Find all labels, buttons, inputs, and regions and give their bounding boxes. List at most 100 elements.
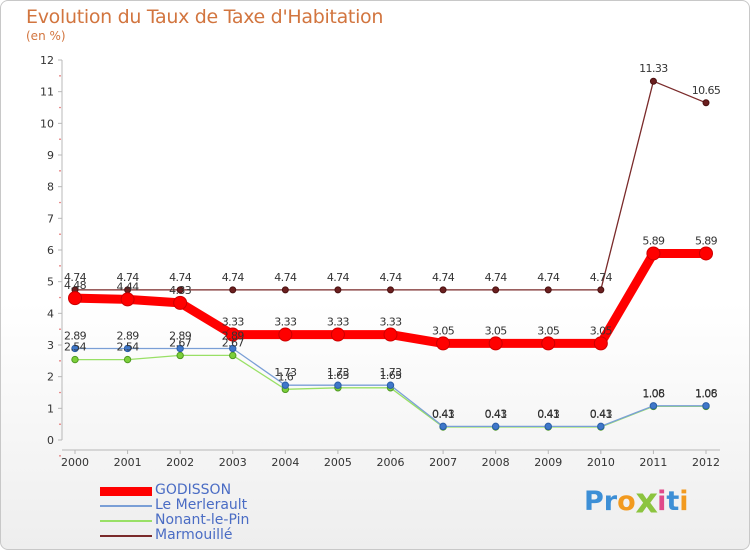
data-label: 1.65: [327, 369, 350, 382]
data-label: 4.74: [537, 271, 560, 284]
data-point: [488, 336, 503, 351]
data-label: 2.67: [169, 336, 192, 349]
data-label: 3.05: [537, 324, 560, 337]
brand-letter: r: [603, 486, 618, 517]
data-point: [593, 336, 608, 351]
y-minor-tick: [59, 296, 61, 299]
x-tick-label: 2003: [219, 456, 247, 469]
data-label: 2.67: [222, 336, 245, 349]
data-label: 2.54: [64, 341, 87, 354]
data-label: 3.05: [590, 324, 613, 337]
data-label: 4.33: [169, 284, 192, 297]
chart-legend: GODISSON Le Merlerault Nonant-le-Pin Marmou…: [100, 482, 320, 544]
data-label: 11.33: [639, 62, 668, 75]
data-point: [176, 344, 184, 353]
brand-letter: x: [635, 481, 658, 522]
data-point: [176, 286, 184, 294]
data-point: [176, 351, 184, 360]
data-label: 1.06: [642, 387, 665, 400]
data-point: [491, 422, 500, 431]
data-label: 5.89: [695, 234, 718, 247]
brand-letter: i: [679, 486, 689, 517]
legend-swatch: [100, 505, 152, 507]
chart-title: Evolution du Taux de Taxe d'Habitation: [26, 6, 384, 28]
y-minor-tick: [59, 360, 61, 362]
data-label: 2.89: [169, 329, 192, 342]
data-label: 3.05: [432, 324, 455, 337]
x-tick-label: 2007: [429, 456, 457, 469]
y-tick-label: 4: [47, 307, 54, 320]
data-label: 1.08: [695, 387, 718, 400]
data-point: [646, 246, 661, 261]
data-label: 4.74: [64, 271, 87, 284]
data-label: 1.65: [379, 369, 402, 382]
data-label: 0.43: [590, 407, 613, 420]
brand-letter: i: [657, 486, 667, 517]
data-label: 0.41: [537, 408, 559, 421]
brand-letter: t: [666, 486, 680, 517]
chart-unit: (en %): [26, 29, 66, 43]
data-label: 4.74: [327, 271, 350, 284]
data-label: 4.74: [485, 271, 508, 284]
y-minor-tick: [59, 233, 61, 235]
x-tick-label: 2008: [482, 456, 510, 469]
data-point: [71, 344, 79, 353]
x-tick-label: 2005: [324, 456, 352, 469]
data-label: 1.73: [379, 366, 402, 379]
data-point: [702, 402, 710, 410]
data-label: 1.06: [695, 387, 718, 400]
data-label: 4.74: [379, 271, 402, 284]
data-label: 4.74: [274, 271, 297, 284]
data-point: [334, 381, 342, 389]
legend-swatch: [100, 535, 152, 537]
data-point: [439, 422, 447, 431]
legend-item: Marmouillé: [100, 527, 320, 544]
data-label: 2.89: [117, 329, 140, 342]
y-minor-tick: [59, 138, 61, 140]
x-tick-label: 2012: [692, 456, 720, 469]
data-point: [702, 99, 710, 107]
data-point: [649, 402, 658, 410]
data-point: [597, 286, 605, 294]
brand-letter: o: [617, 486, 636, 517]
y-minor-tick: [59, 328, 61, 330]
legend-swatch: [100, 520, 152, 522]
legend-label: GODISSON: [155, 482, 232, 498]
data-label: 0.41: [485, 408, 507, 421]
legend-swatch: [100, 486, 152, 496]
data-point: [387, 286, 394, 294]
proxiti-logo: Proxiti: [584, 481, 689, 521]
y-tick-label: 6: [47, 244, 54, 257]
data-point: [281, 381, 290, 389]
y-minor-tick: [59, 265, 61, 267]
data-label: 1.6: [277, 370, 293, 383]
x-tick-label: 2004: [271, 456, 299, 469]
y-minor-tick: [59, 391, 61, 394]
data-label: 1.73: [327, 366, 350, 379]
legend-label: Le Merlerault: [155, 497, 248, 513]
data-point: [281, 286, 289, 294]
data-label: 4.74: [169, 271, 192, 284]
y-tick-label: 11: [40, 86, 54, 99]
y-tick-label: 10: [40, 117, 54, 130]
data-point: [649, 77, 657, 85]
data-point: [229, 344, 237, 353]
data-label: 4.74: [222, 271, 245, 284]
data-label: 4.74: [432, 271, 455, 284]
data-point: [123, 355, 132, 364]
data-label: 0.41: [590, 408, 612, 421]
data-point: [541, 336, 556, 351]
data-label: 3.33: [327, 316, 350, 329]
legend-item: GODISSON: [100, 482, 320, 499]
x-tick-label: 2009: [534, 456, 562, 469]
data-point: [436, 336, 451, 351]
data-label: 0.43: [432, 407, 455, 420]
data-label: 0.43: [485, 407, 508, 420]
data-point: [229, 286, 237, 294]
data-point: [330, 327, 345, 342]
data-label: 1.08: [642, 387, 665, 400]
data-point: [229, 351, 237, 360]
data-label: 3.33: [379, 316, 402, 329]
x-tick-label: 2000: [61, 456, 89, 469]
